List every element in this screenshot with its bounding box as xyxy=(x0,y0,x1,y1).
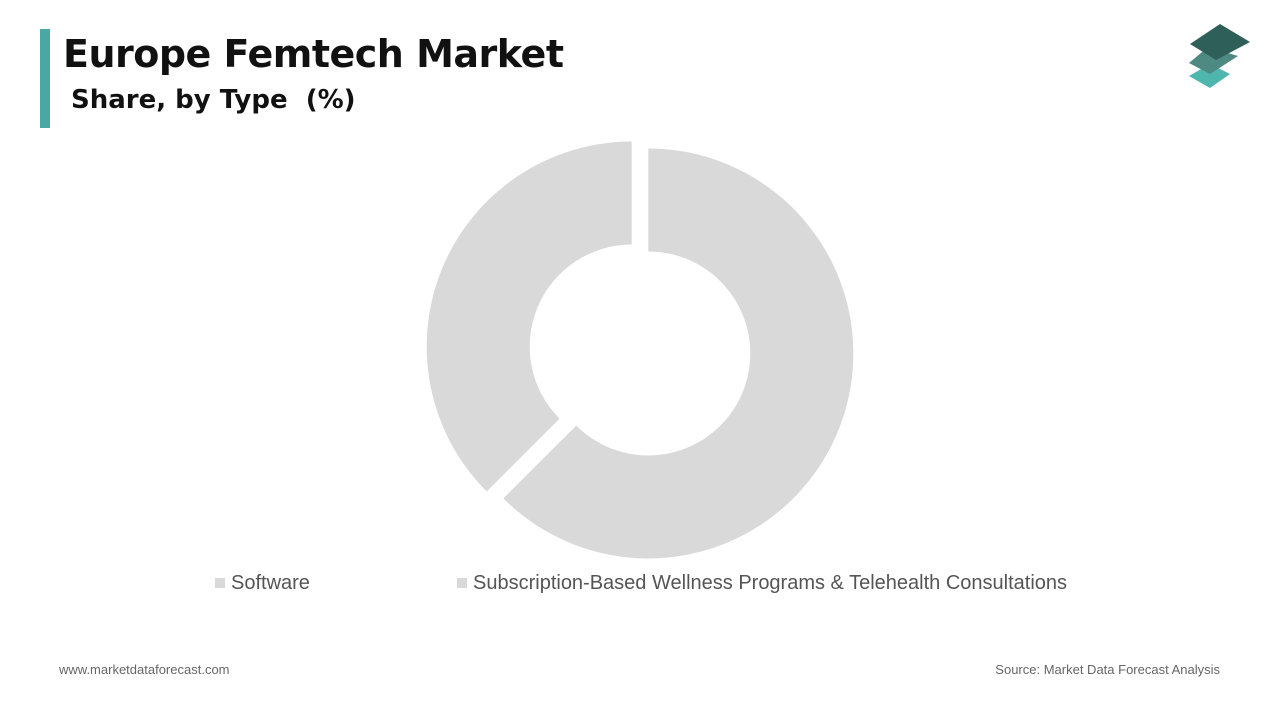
donut-chart xyxy=(426,141,854,559)
legend-swatch-software xyxy=(215,578,225,588)
stacked-layers-icon xyxy=(1189,24,1250,88)
footer-website: www.marketdataforecast.com xyxy=(59,662,230,677)
legend-label-software: Software xyxy=(231,572,310,594)
chart-legend: Software Subscription-Based Wellness Pro… xyxy=(0,570,1280,598)
donut-slice-software xyxy=(426,141,632,492)
chart-title: Europe Femtech Market xyxy=(63,32,564,76)
legend-swatch-subscription-wellness xyxy=(457,578,467,588)
logo-layer-bottom xyxy=(1189,64,1230,88)
footer-source: Source: Market Data Forecast Analysis xyxy=(995,662,1220,677)
legend-item-subscription-wellness: Subscription-Based Wellness Programs & T… xyxy=(457,570,1067,596)
title-accent-bar xyxy=(40,29,50,128)
legend-item-software: Software xyxy=(215,570,310,596)
legend-label-subscription-wellness: Subscription-Based Wellness Programs & T… xyxy=(473,572,1068,594)
logo-layer-top xyxy=(1190,24,1250,60)
chart-subtitle: Share, by Type (%) xyxy=(71,85,356,115)
donut-slice-subscription-wellness xyxy=(503,148,854,559)
